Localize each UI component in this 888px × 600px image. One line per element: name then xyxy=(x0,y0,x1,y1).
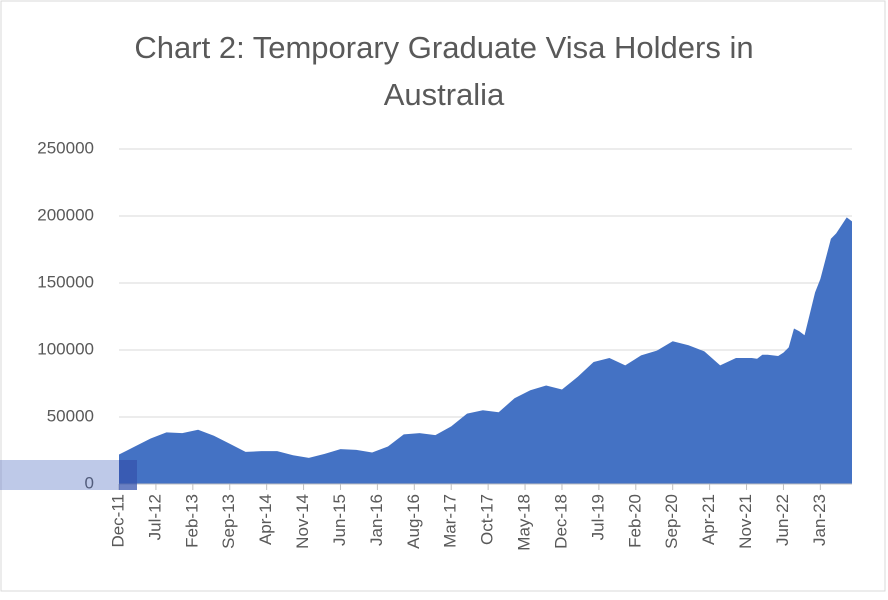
x-tick-label: Sep-13 xyxy=(219,494,238,549)
y-tick-label: 100000 xyxy=(37,339,94,358)
x-tick-label: Jan-16 xyxy=(367,494,386,546)
y-tick-label: 50000 xyxy=(47,406,94,425)
x-tick-label: Dec-11 xyxy=(108,494,127,548)
x-tick-label: Mar-17 xyxy=(441,494,460,548)
x-tick-label: Oct-17 xyxy=(478,494,497,545)
chart-title: Chart 2: Temporary Graduate Visa Holders… xyxy=(134,30,754,112)
x-tick-label: May-18 xyxy=(515,494,534,551)
y-tick-label: 200000 xyxy=(37,205,94,224)
y-tick-label: 250000 xyxy=(37,138,94,157)
x-tick-label: Jan-23 xyxy=(810,494,829,546)
y-tick-label: 0 xyxy=(85,473,94,492)
x-tick-label: Jul-19 xyxy=(588,494,607,540)
x-tick-label: Nov-21 xyxy=(736,494,755,549)
x-tick-label: Apr-21 xyxy=(699,494,718,545)
x-tick-label: Dec-18 xyxy=(551,494,570,549)
x-tick-label: Jun-15 xyxy=(330,494,349,546)
selection-handle xyxy=(119,460,137,490)
x-tick-label: Apr-14 xyxy=(256,494,275,545)
x-tick-label: Feb-13 xyxy=(182,494,201,548)
x-tick-label: Feb-20 xyxy=(625,494,644,548)
x-tick-label: Aug-16 xyxy=(404,494,423,549)
x-tick-label: Nov-14 xyxy=(293,494,312,549)
area xyxy=(119,217,852,484)
x-tick-label: Jul-12 xyxy=(145,494,164,540)
x-tick-label: Sep-20 xyxy=(662,494,681,549)
y-tick-label: 150000 xyxy=(37,272,94,291)
x-tick-label: Jun-22 xyxy=(773,494,792,546)
selection-overlay xyxy=(0,460,137,490)
